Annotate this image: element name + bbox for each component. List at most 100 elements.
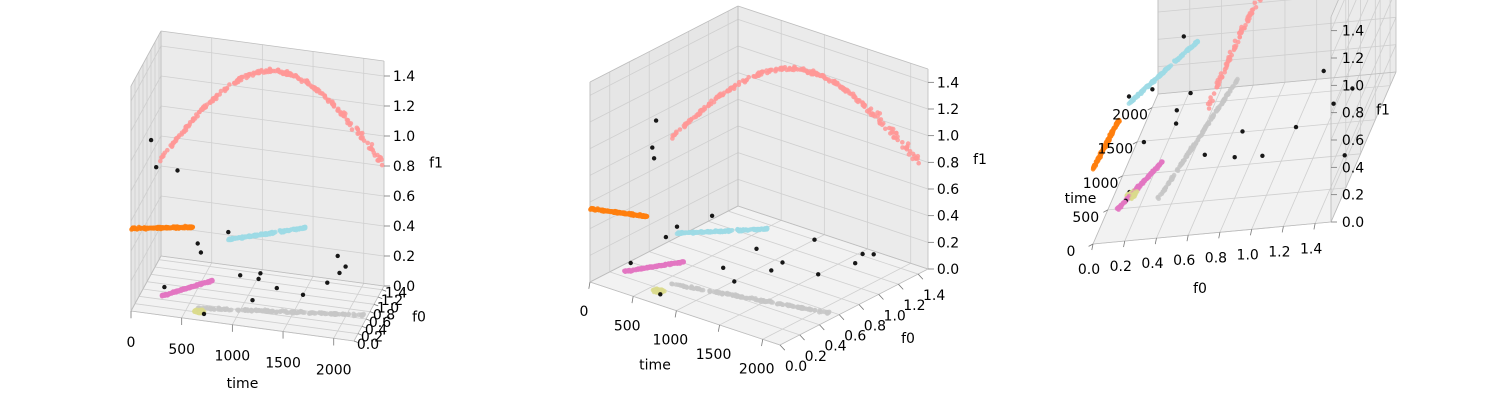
- y-tick-mark: [381, 289, 387, 292]
- scatter-point: [915, 156, 920, 161]
- scatter-point: [1129, 196, 1134, 202]
- y-tick-label: 0.4: [824, 339, 846, 355]
- scatter-point: [1174, 108, 1180, 113]
- gridline: [1330, 0, 1357, 59]
- scatter-point: [1260, 153, 1265, 158]
- scatter-point: [808, 307, 813, 313]
- scatter-point: [361, 138, 367, 143]
- scatter-point: [256, 276, 261, 282]
- gridline: [589, 178, 739, 256]
- scatter-point: [642, 214, 648, 220]
- scatter-point: [1181, 34, 1187, 39]
- scatter-point: [871, 252, 876, 257]
- x-tick-label: 0: [1067, 244, 1076, 260]
- x-tick-mark: [1103, 209, 1108, 213]
- y-tick-label: 1.0: [1237, 247, 1259, 263]
- y-tick-label: 0.0: [785, 359, 807, 375]
- x-axis-label: time: [639, 358, 671, 374]
- scatter-point: [817, 310, 822, 315]
- scatter-point: [176, 226, 182, 231]
- scatter-point: [244, 75, 249, 81]
- scatter-point: [155, 226, 160, 231]
- x-tick-mark: [674, 310, 677, 318]
- gridline: [1251, 79, 1318, 230]
- gridline: [1330, 17, 1397, 168]
- scatter-point: [250, 73, 256, 78]
- z-tick-label: 0.8: [1342, 106, 1364, 122]
- scatter-point: [699, 230, 705, 235]
- y-axis-label: f0: [1193, 281, 1207, 297]
- scatter-point: [286, 228, 292, 234]
- x-tick-label: 500: [614, 318, 641, 334]
- scatter-point: [355, 131, 361, 137]
- scatter-point: [754, 246, 759, 251]
- z-tick-label: 1.0: [937, 129, 959, 145]
- scatter-point: [1245, 19, 1250, 24]
- scatter-point: [770, 300, 775, 305]
- gridline: [1107, 187, 1346, 211]
- scatter-point: [1090, 167, 1096, 172]
- scatter-point: [638, 267, 644, 272]
- y-tick-label: 1.4: [1300, 241, 1322, 257]
- y-tick-mark: [1281, 226, 1284, 233]
- scatter-point: [332, 312, 338, 318]
- z-tick-label: 1.2: [393, 99, 415, 115]
- gridline: [589, 152, 739, 230]
- z-tick-label: 0.8: [393, 159, 415, 175]
- y-tick-mark: [1091, 243, 1094, 251]
- y-tick-label: 0.6: [369, 315, 391, 331]
- x-tick-label: 2000: [1112, 108, 1148, 124]
- scatter-point: [162, 284, 167, 290]
- scatter-point: [227, 307, 232, 313]
- gridline: [737, 152, 929, 217]
- gridline: [130, 45, 162, 102]
- scatter-point: [786, 303, 791, 309]
- x-tick-mark: [761, 339, 764, 347]
- y-tick-mark: [1186, 235, 1189, 242]
- x-tick-label: 1500: [696, 347, 732, 363]
- z-tick-label: 0.0: [1342, 215, 1364, 231]
- scatter-point: [670, 281, 675, 287]
- scatter-point: [721, 265, 726, 270]
- scatter-point: [258, 271, 263, 276]
- scatter-point: [780, 302, 786, 308]
- floor-pane: [590, 206, 928, 345]
- pane-edge: [353, 285, 385, 342]
- y-tick-mark: [917, 273, 924, 280]
- gridline: [589, 18, 739, 96]
- scatter-point: [254, 308, 259, 314]
- scatter-point: [747, 296, 753, 301]
- scatter-point: [268, 309, 274, 315]
- z-tick-label: 0.4: [393, 219, 415, 235]
- scatter-point: [862, 104, 867, 110]
- scatter-point: [712, 229, 718, 235]
- scatter-point: [742, 79, 748, 85]
- z-tick-label: 1.0: [1342, 78, 1364, 94]
- scatter-point: [667, 262, 673, 268]
- scatter-point: [684, 285, 690, 290]
- gridline: [160, 225, 385, 257]
- y-tick-mark: [1218, 232, 1221, 239]
- scatter-point: [256, 70, 261, 76]
- scatter-point: [906, 152, 912, 157]
- gridline: [737, 18, 929, 83]
- scatter-point: [312, 311, 317, 316]
- scatter-point: [653, 118, 659, 123]
- y-tick-mark: [878, 294, 884, 300]
- gridline: [1330, 44, 1397, 195]
- scatter-point: [713, 96, 719, 101]
- gridline: [589, 125, 739, 203]
- scatter-point: [261, 70, 267, 75]
- y-tick-mark: [361, 325, 367, 329]
- scatter-point: [765, 70, 770, 76]
- scatter-point: [888, 131, 893, 136]
- pane-edge: [1330, 71, 1397, 223]
- scatter-point: [790, 304, 796, 309]
- scatter-point: [197, 109, 202, 115]
- scatter-point: [726, 292, 732, 297]
- y-tick-mark: [353, 340, 359, 343]
- gridline: [150, 273, 375, 305]
- scatter-point: [706, 230, 711, 235]
